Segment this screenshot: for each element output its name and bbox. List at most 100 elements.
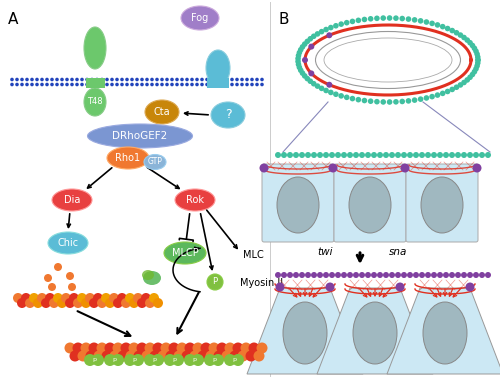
Circle shape bbox=[424, 19, 429, 25]
Circle shape bbox=[150, 350, 160, 361]
Circle shape bbox=[53, 293, 63, 303]
Circle shape bbox=[308, 70, 314, 76]
Circle shape bbox=[152, 354, 164, 366]
Circle shape bbox=[380, 99, 386, 105]
Ellipse shape bbox=[349, 177, 391, 233]
Circle shape bbox=[40, 83, 44, 86]
Circle shape bbox=[95, 78, 99, 81]
Circle shape bbox=[430, 94, 435, 99]
Circle shape bbox=[387, 99, 392, 105]
Text: p: p bbox=[132, 358, 136, 363]
Circle shape bbox=[454, 84, 460, 90]
Circle shape bbox=[314, 83, 320, 89]
Circle shape bbox=[105, 298, 115, 308]
Circle shape bbox=[470, 72, 476, 77]
Ellipse shape bbox=[421, 177, 463, 233]
Circle shape bbox=[461, 272, 467, 278]
Circle shape bbox=[195, 83, 199, 86]
Circle shape bbox=[80, 83, 84, 86]
Circle shape bbox=[338, 21, 344, 27]
Circle shape bbox=[412, 17, 418, 23]
Circle shape bbox=[13, 293, 23, 303]
Circle shape bbox=[454, 30, 460, 36]
Circle shape bbox=[250, 83, 254, 86]
Circle shape bbox=[425, 152, 431, 158]
Circle shape bbox=[41, 298, 51, 308]
Circle shape bbox=[45, 293, 55, 303]
Circle shape bbox=[455, 152, 461, 158]
Circle shape bbox=[135, 83, 139, 86]
Text: MLC: MLC bbox=[243, 250, 264, 260]
Circle shape bbox=[49, 298, 59, 308]
Circle shape bbox=[35, 78, 39, 81]
Circle shape bbox=[434, 22, 440, 28]
Circle shape bbox=[335, 272, 341, 278]
Circle shape bbox=[137, 298, 147, 308]
Circle shape bbox=[412, 97, 418, 103]
Circle shape bbox=[176, 342, 188, 353]
Circle shape bbox=[479, 152, 485, 158]
Circle shape bbox=[311, 152, 317, 158]
Circle shape bbox=[200, 83, 204, 86]
Circle shape bbox=[232, 354, 244, 366]
Circle shape bbox=[110, 83, 114, 86]
Circle shape bbox=[248, 342, 260, 353]
Circle shape bbox=[130, 83, 134, 86]
Circle shape bbox=[141, 293, 151, 303]
Circle shape bbox=[406, 98, 411, 104]
Circle shape bbox=[407, 272, 413, 278]
Circle shape bbox=[25, 298, 35, 308]
Circle shape bbox=[215, 83, 219, 86]
Circle shape bbox=[473, 272, 479, 278]
Circle shape bbox=[144, 342, 156, 353]
Circle shape bbox=[94, 350, 104, 361]
Circle shape bbox=[359, 272, 365, 278]
Circle shape bbox=[182, 350, 192, 361]
Ellipse shape bbox=[107, 147, 149, 169]
Circle shape bbox=[296, 53, 302, 58]
Circle shape bbox=[401, 152, 407, 158]
Ellipse shape bbox=[143, 271, 161, 285]
Circle shape bbox=[64, 342, 76, 353]
Circle shape bbox=[120, 78, 124, 81]
Circle shape bbox=[383, 272, 389, 278]
Circle shape bbox=[304, 76, 310, 81]
Circle shape bbox=[302, 41, 308, 47]
Circle shape bbox=[302, 57, 308, 63]
Circle shape bbox=[341, 272, 347, 278]
Circle shape bbox=[359, 152, 365, 158]
Circle shape bbox=[440, 91, 446, 96]
Circle shape bbox=[400, 164, 409, 172]
Circle shape bbox=[92, 354, 104, 366]
Circle shape bbox=[323, 272, 329, 278]
Circle shape bbox=[383, 152, 389, 158]
Ellipse shape bbox=[207, 274, 223, 290]
Text: Rho1: Rho1 bbox=[116, 153, 140, 163]
Circle shape bbox=[401, 272, 407, 278]
Circle shape bbox=[124, 354, 136, 366]
Circle shape bbox=[142, 350, 152, 361]
Circle shape bbox=[110, 78, 114, 81]
Circle shape bbox=[389, 272, 395, 278]
Circle shape bbox=[413, 152, 419, 158]
Circle shape bbox=[304, 39, 310, 44]
Circle shape bbox=[45, 83, 49, 86]
Circle shape bbox=[125, 83, 129, 86]
Circle shape bbox=[168, 342, 179, 353]
Circle shape bbox=[365, 272, 371, 278]
Circle shape bbox=[317, 272, 323, 278]
Circle shape bbox=[246, 350, 256, 361]
Circle shape bbox=[88, 342, 100, 353]
Circle shape bbox=[387, 15, 392, 21]
Circle shape bbox=[120, 342, 132, 353]
Ellipse shape bbox=[423, 302, 467, 364]
Circle shape bbox=[172, 354, 184, 366]
Circle shape bbox=[328, 164, 338, 172]
Circle shape bbox=[175, 83, 179, 86]
Text: T48: T48 bbox=[87, 98, 103, 107]
Circle shape bbox=[89, 298, 99, 308]
Circle shape bbox=[296, 65, 302, 70]
Circle shape bbox=[152, 342, 164, 353]
Ellipse shape bbox=[164, 242, 206, 264]
Circle shape bbox=[464, 77, 470, 83]
